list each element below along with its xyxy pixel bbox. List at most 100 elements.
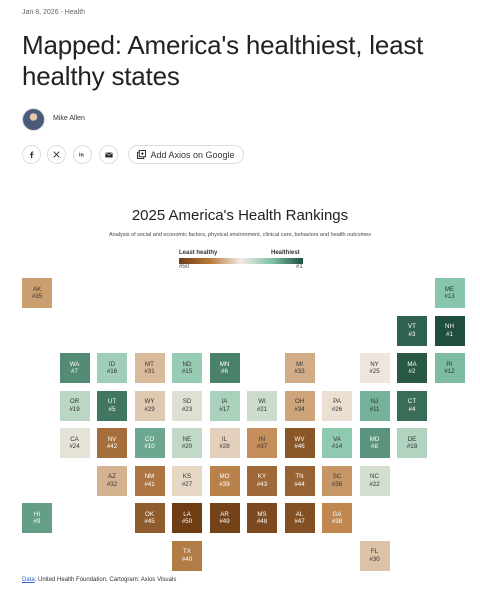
legend-left-value: #50 — [179, 264, 190, 270]
state-tile-wi[interactable]: WI #21 — [247, 390, 277, 421]
state-tile-ut[interactable]: UT #5 — [97, 390, 127, 421]
state-abbr: IL — [221, 435, 228, 443]
state-tile-wa[interactable]: WA #7 — [59, 353, 90, 383]
state-tile-ca[interactable]: CA #24 — [59, 428, 90, 458]
state-tile-nm[interactable]: NM #41 — [134, 465, 165, 496]
state-tile-mt[interactable]: MT #31 — [134, 353, 165, 383]
state-tile-ct[interactable]: CT #4 — [397, 390, 427, 421]
state-rank: #12 — [444, 368, 455, 375]
state-abbr: PA — [333, 398, 341, 405]
state-abbr: VT — [408, 323, 416, 330]
x-share-button[interactable] — [47, 145, 66, 164]
state-abbr: MS — [257, 510, 267, 518]
state-tile-ma[interactable]: MA #2 — [397, 353, 427, 383]
state-rank: #23 — [181, 405, 193, 413]
state-tile-md[interactable]: MD #8 — [359, 428, 390, 458]
state-abbr: NJ — [370, 398, 379, 405]
state-tile-wy[interactable]: WY #29 — [134, 390, 165, 421]
state-tile-ne[interactable]: NE #20 — [172, 428, 202, 458]
legend-right-label: Healthiest — [271, 250, 300, 256]
state-rank: #10 — [144, 443, 155, 450]
state-rank: #3 — [408, 330, 416, 338]
state-tile-nh[interactable]: NH #1 — [434, 315, 465, 346]
state-tile-al[interactable]: AL #47 — [284, 503, 315, 533]
state-tile-me[interactable]: ME #13 — [434, 278, 465, 308]
state-tile-ok[interactable]: OK #45 — [134, 503, 165, 533]
state-abbr: AL — [295, 510, 304, 518]
state-tile-va[interactable]: VA #14 — [322, 428, 352, 458]
state-tile-ks[interactable]: KS #27 — [172, 465, 202, 496]
state-tile-ms[interactable]: MS #48 — [247, 503, 277, 533]
state-rank: #6 — [221, 368, 228, 375]
state-abbr: MO — [219, 473, 230, 480]
add-axios-on-google-button[interactable]: Add Axios on Google — [128, 145, 244, 164]
state-abbr: UT — [107, 398, 117, 405]
chart-source: Data: United Health Foundation. Cartogra… — [22, 577, 176, 583]
state-abbr: IN — [258, 435, 266, 443]
state-tile-ar[interactable]: AR #49 — [209, 503, 240, 533]
author-avatar[interactable] — [22, 108, 45, 131]
state-rank: #19 — [69, 405, 80, 413]
source-credit: : United Health Foundation. Cartogram: A… — [34, 577, 177, 583]
state-tile-nj[interactable]: NJ #11 — [359, 390, 390, 421]
state-tile-oh[interactable]: OH #34 — [284, 390, 315, 421]
state-tile-hi[interactable]: HI #9 — [22, 503, 52, 533]
state-tile-mo[interactable]: MO #39 — [209, 465, 240, 496]
state-tile-pa[interactable]: PA #26 — [322, 390, 352, 421]
state-tile-fl[interactable]: FL #30 — [359, 540, 390, 571]
svg-text:in: in — [79, 153, 84, 159]
state-abbr: MA — [407, 360, 417, 368]
state-tile-ak[interactable]: AK #35 — [22, 278, 52, 308]
linkedin-share-button[interactable]: in — [73, 145, 92, 164]
state-tile-az[interactable]: AZ #32 — [97, 465, 127, 496]
state-tile-sd[interactable]: SD #23 — [172, 390, 202, 421]
state-tile-or[interactable]: OR #19 — [59, 390, 90, 421]
state-abbr: GA — [332, 510, 342, 518]
legend-color-scale — [179, 258, 303, 264]
data-source-link[interactable]: Data — [22, 577, 35, 583]
state-rank: #24 — [69, 443, 80, 450]
state-rank: #38 — [331, 518, 343, 525]
state-abbr: TX — [183, 548, 191, 555]
facebook-share-button[interactable] — [22, 145, 41, 164]
state-rank: #25 — [369, 368, 380, 375]
state-rank: #47 — [294, 518, 305, 525]
state-tile-mi[interactable]: MI #33 — [284, 353, 315, 383]
state-abbr: MT — [145, 360, 154, 368]
state-rank: #21 — [256, 405, 268, 413]
author-name[interactable]: Mike Allen — [53, 115, 85, 122]
state-tile-nc[interactable]: NC #22 — [359, 465, 390, 496]
state-tile-sc[interactable]: SC #36 — [322, 465, 352, 496]
state-tile-ga[interactable]: GA #38 — [322, 503, 352, 533]
state-tile-il[interactable]: IL #28 — [209, 428, 240, 458]
state-tile-ny[interactable]: NY #25 — [359, 353, 390, 383]
state-tile-in[interactable]: IN #37 — [247, 428, 277, 458]
state-abbr: NY — [370, 360, 379, 368]
state-tile-nv[interactable]: NV #42 — [97, 428, 127, 458]
state-tile-ri[interactable]: RI #12 — [434, 353, 465, 383]
state-tile-ky[interactable]: KY #43 — [247, 465, 277, 496]
state-tile-co[interactable]: CO #10 — [134, 428, 165, 458]
state-tile-tn[interactable]: TN #44 — [284, 465, 315, 496]
state-rank: #15 — [181, 368, 193, 375]
email-share-button[interactable] — [99, 145, 118, 164]
state-rank: #41 — [144, 480, 155, 488]
state-tile-mn[interactable]: MN #6 — [209, 353, 240, 383]
state-tile-tx[interactable]: TX #40 — [172, 540, 202, 571]
state-rank: #40 — [181, 555, 193, 563]
state-tile-ia[interactable]: IA #17 — [209, 390, 240, 421]
state-abbr: NM — [144, 473, 155, 480]
state-abbr: TN — [295, 473, 304, 480]
state-tile-de[interactable]: DE #18 — [397, 428, 427, 458]
state-tile-id[interactable]: ID #16 — [97, 353, 127, 383]
state-abbr: WV — [294, 435, 305, 443]
state-tile-vt[interactable]: VT #3 — [397, 315, 427, 346]
state-tile-la[interactable]: LA #50 — [172, 503, 202, 533]
state-rank: #20 — [181, 443, 193, 450]
state-rank: #31 — [144, 368, 155, 375]
state-tile-wv[interactable]: WV #46 — [284, 428, 315, 458]
state-tile-nd[interactable]: ND #15 — [172, 353, 202, 383]
add-axios-on-google-label: Add Axios on Google — [150, 149, 235, 160]
state-rank: #16 — [106, 368, 118, 375]
state-rank: #50 — [181, 518, 193, 525]
